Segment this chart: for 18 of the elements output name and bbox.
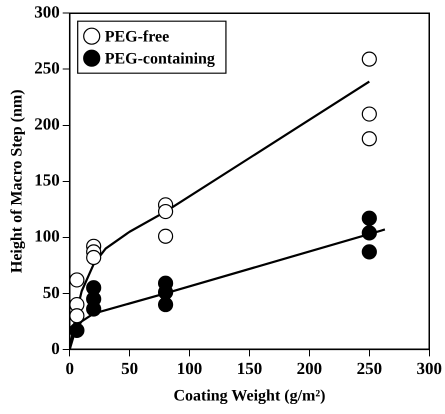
y-tick-label: 150 — [34, 170, 60, 190]
y-tick-label: 100 — [34, 226, 60, 246]
y-tick-label: 200 — [34, 114, 60, 134]
y-axis-title: Height of Macro Step (nm) — [8, 89, 26, 274]
x-tick-label: 200 — [296, 358, 322, 378]
legend-label: PEG-containing — [104, 50, 215, 68]
x-axis-title: Coating Weight (g/m²) — [173, 388, 326, 405]
x-tick-label: 50 — [121, 358, 138, 378]
x-tick-label: 150 — [236, 358, 262, 378]
x-tick-label: 250 — [356, 358, 382, 378]
x-tick-label: 0 — [65, 358, 74, 378]
y-tick-label: 0 — [51, 338, 60, 358]
x-tick-label: 300 — [416, 358, 442, 378]
y-tick-label: 250 — [34, 58, 60, 78]
legend-label: PEG-free — [104, 28, 170, 46]
x-tick-label: 100 — [176, 358, 202, 378]
y-tick-label: 50 — [42, 282, 60, 302]
y-tick-label: 300 — [34, 2, 60, 22]
